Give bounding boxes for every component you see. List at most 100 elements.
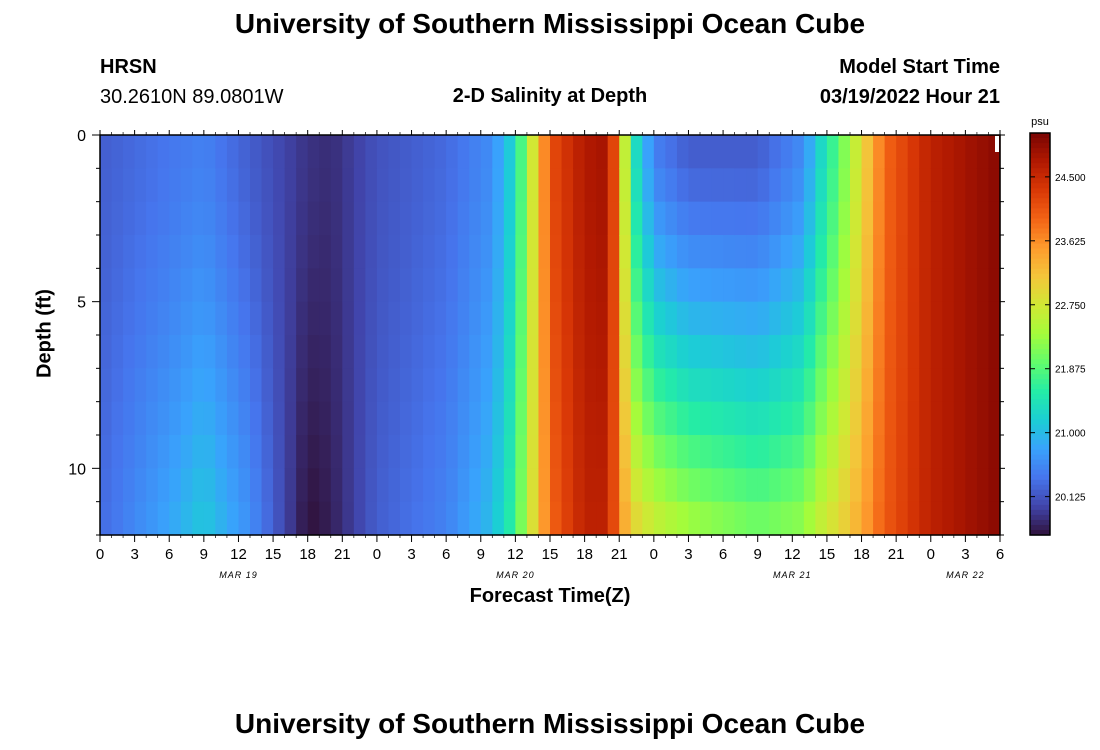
heat-cell xyxy=(446,135,459,169)
heat-cell xyxy=(976,301,990,336)
heat-cell xyxy=(734,135,747,169)
heat-cell xyxy=(261,268,274,303)
heat-cell xyxy=(515,335,528,369)
colorbar-band xyxy=(1030,268,1050,275)
heat-cell xyxy=(261,501,274,536)
heat-cell xyxy=(457,168,470,203)
heat-cell xyxy=(261,335,274,369)
heat-cell xyxy=(873,201,886,236)
y-tick-label: 5 xyxy=(77,295,86,312)
heat-cell xyxy=(480,435,493,469)
heat-cell xyxy=(919,235,932,269)
heat-cell xyxy=(226,235,240,269)
heat-cell xyxy=(342,135,355,169)
heat-cell xyxy=(942,268,955,303)
colorbar-band xyxy=(1030,213,1050,220)
heat-cell xyxy=(792,435,805,469)
colorbar-tick-label: 21.875 xyxy=(1055,365,1086,376)
colorbar-band xyxy=(1030,233,1050,240)
heat-cell xyxy=(792,368,805,403)
heat-cell xyxy=(146,435,159,469)
heat-cell xyxy=(400,235,413,269)
heat-cell xyxy=(215,501,228,536)
heat-cell xyxy=(861,435,874,469)
heat-cell xyxy=(215,301,228,336)
heat-cell xyxy=(803,435,816,469)
heat-cell xyxy=(342,235,355,269)
heat-cell xyxy=(446,268,459,303)
heat-cell xyxy=(353,201,366,236)
heat-cell xyxy=(792,401,805,436)
colorbar-band xyxy=(1030,404,1050,410)
heat-cell xyxy=(250,201,263,236)
x-tick-label: 6 xyxy=(165,546,173,563)
heat-cell xyxy=(919,335,932,369)
heat-cell xyxy=(584,235,597,269)
colorbar-band xyxy=(1030,369,1050,375)
heat-cell xyxy=(296,401,309,436)
heat-cell xyxy=(526,268,540,303)
heat-cell xyxy=(284,168,297,203)
heat-cell xyxy=(584,201,597,236)
heat-cell xyxy=(584,268,597,303)
heat-cell xyxy=(873,401,886,436)
heat-cell xyxy=(457,435,470,469)
heat-cell xyxy=(423,335,436,369)
heat-cell xyxy=(688,368,701,403)
heat-cell xyxy=(111,301,124,336)
colorbar-band xyxy=(1030,489,1050,496)
heat-cell xyxy=(803,268,816,303)
heat-cell xyxy=(676,268,690,303)
heat-cell xyxy=(319,468,332,503)
heat-cell xyxy=(157,301,170,336)
heat-cell xyxy=(100,435,113,469)
heat-cell xyxy=(550,301,563,336)
heat-cell xyxy=(284,268,297,303)
heat-cell xyxy=(134,268,147,303)
heat-cell xyxy=(169,168,182,203)
heat-cell xyxy=(723,435,736,469)
heat-cell xyxy=(642,468,655,503)
heat-cell xyxy=(896,401,909,436)
heat-cell xyxy=(711,201,724,236)
heat-cell xyxy=(919,368,932,403)
heat-cell xyxy=(526,201,540,236)
heat-cell xyxy=(100,368,113,403)
heat-cell xyxy=(896,201,909,236)
heat-cell xyxy=(411,368,424,403)
colorbar-band xyxy=(1030,158,1050,164)
heat-cell xyxy=(376,168,390,203)
colorbar-band xyxy=(1030,529,1050,536)
heat-cell xyxy=(284,301,297,336)
heat-cell xyxy=(353,501,366,536)
x-tick-label: 18 xyxy=(853,546,870,563)
heat-cell xyxy=(503,368,516,403)
heat-cell xyxy=(388,501,401,536)
heat-cell xyxy=(423,201,436,236)
heat-cell xyxy=(203,435,216,469)
heat-cell xyxy=(134,401,147,436)
colorbar-band xyxy=(1030,359,1050,365)
colorbar-band xyxy=(1030,399,1050,405)
heat-cell xyxy=(400,301,413,336)
heat-cell xyxy=(965,268,978,303)
heat-cell xyxy=(423,135,436,169)
heat-cell xyxy=(342,501,355,536)
heat-cell xyxy=(988,435,1001,469)
heat-cell xyxy=(780,401,793,436)
heat-cell xyxy=(803,401,816,436)
heat-cell xyxy=(976,501,990,536)
heat-cell xyxy=(388,468,401,503)
heat-cell xyxy=(330,201,343,236)
colorbar-band xyxy=(1030,379,1050,385)
heat-cell xyxy=(515,435,528,469)
heat-cell xyxy=(838,201,851,236)
heat-cell xyxy=(492,435,505,469)
colorbar-band xyxy=(1030,278,1050,285)
heat-cell xyxy=(250,301,263,336)
heat-cell xyxy=(434,201,447,236)
heat-cell xyxy=(919,201,932,236)
heat-cell xyxy=(526,401,540,436)
heat-cell xyxy=(192,335,205,369)
heat-cell xyxy=(157,435,170,469)
